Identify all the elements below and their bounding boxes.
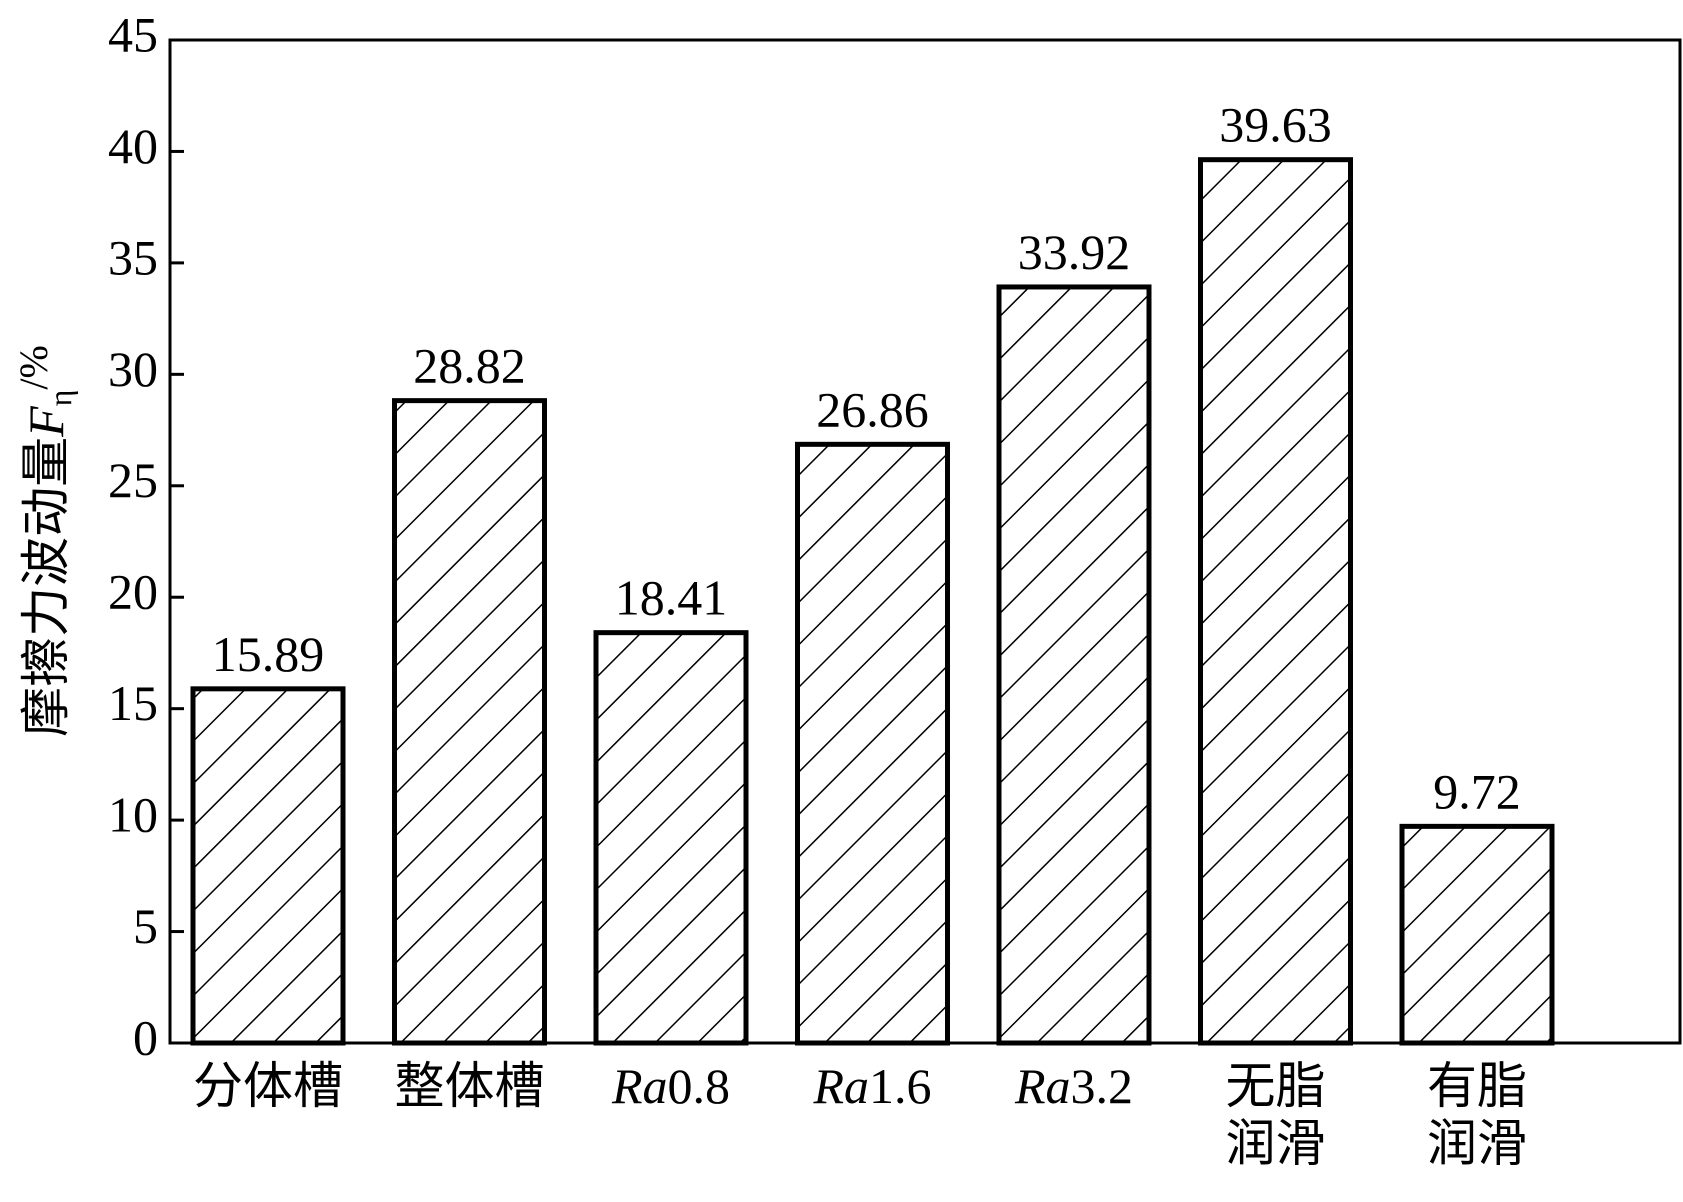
y-tick-label: 0 <box>133 1009 158 1065</box>
x-tick-label: Ra0.8 <box>611 1058 730 1114</box>
y-tick-label: 10 <box>108 787 158 843</box>
y-tick-label: 35 <box>108 229 158 285</box>
y-axis-label: 摩擦力波动量Fη/% <box>11 345 78 737</box>
value-label: 33.92 <box>1018 224 1131 280</box>
x-tick-label: 无脂润滑 <box>1226 1058 1326 1172</box>
value-label: 15.89 <box>212 626 325 682</box>
x-tick-label: Ra1.6 <box>812 1058 931 1114</box>
y-tick-label: 20 <box>108 564 158 620</box>
x-tick-label: Ra3.2 <box>1014 1058 1133 1114</box>
y-tick-label: 5 <box>133 898 158 954</box>
bar <box>392 398 547 1046</box>
bar <box>1198 157 1353 1046</box>
y-tick-label: 25 <box>108 452 158 508</box>
x-tick-label: 有脂润滑 <box>1427 1058 1527 1172</box>
bar <box>190 686 346 1046</box>
y-tick-label: 40 <box>108 118 158 174</box>
value-label: 9.72 <box>1433 763 1521 819</box>
bar <box>795 441 950 1046</box>
x-tick-label: 整体槽 <box>395 1058 545 1114</box>
value-label: 39.63 <box>1219 97 1332 153</box>
bar <box>1399 823 1555 1046</box>
value-label: 18.41 <box>615 570 728 626</box>
y-tick-label: 30 <box>108 341 158 397</box>
bar <box>593 630 749 1046</box>
y-tick-label: 45 <box>108 6 158 62</box>
value-label: 26.86 <box>816 381 929 437</box>
value-label: 28.82 <box>413 338 526 394</box>
bar <box>996 284 1152 1046</box>
x-tick-label: 分体槽 <box>193 1058 343 1114</box>
y-tick-label: 15 <box>108 675 158 731</box>
